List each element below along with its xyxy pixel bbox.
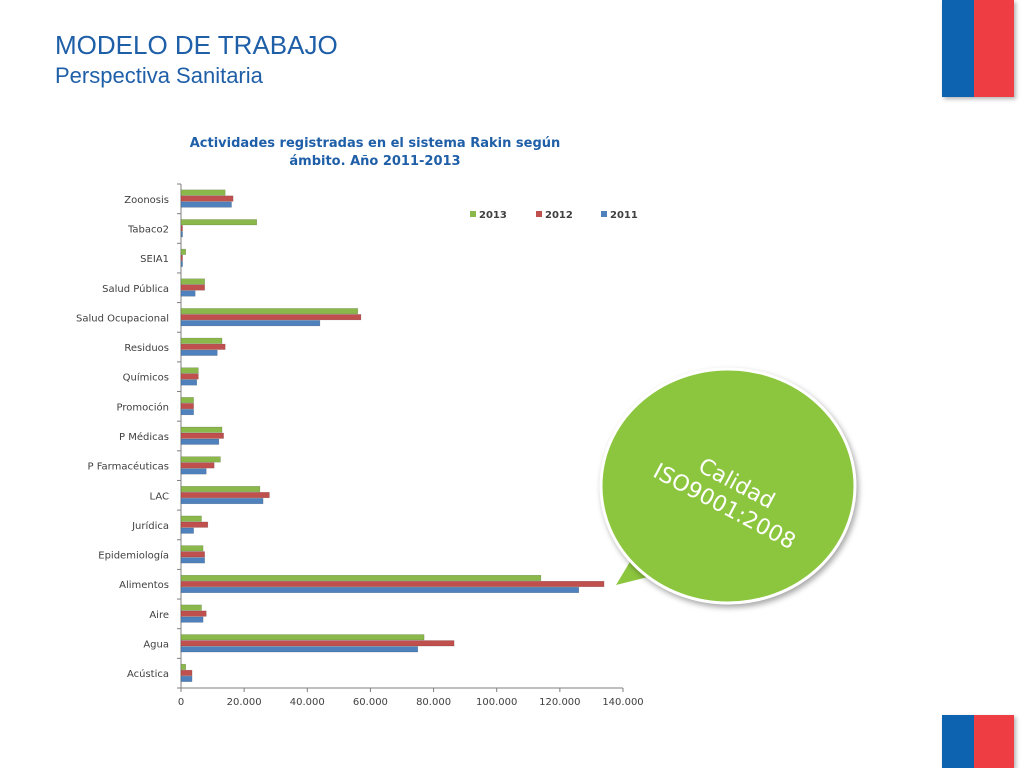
legend-swatch-2011 bbox=[601, 211, 607, 217]
bar-2011-5 bbox=[180, 320, 321, 327]
flag-blue-stripe bbox=[942, 0, 974, 97]
category-label-14: Alimentos bbox=[119, 580, 169, 591]
category-label-16: Agua bbox=[143, 640, 169, 651]
bar-2011-17 bbox=[180, 675, 193, 682]
category-label-12: Jurídica bbox=[131, 520, 169, 532]
bar-2012-5 bbox=[180, 314, 362, 321]
bar-2012-9 bbox=[180, 432, 224, 439]
callout-bubble bbox=[599, 367, 857, 605]
bar-2011-1 bbox=[180, 201, 232, 208]
bar-2012-1 bbox=[180, 195, 234, 202]
bar-2013-12 bbox=[180, 515, 202, 522]
category-label-4: Salud Pública bbox=[102, 283, 169, 295]
bar-2012-3 bbox=[180, 254, 183, 261]
category-label-8: Promoción bbox=[117, 401, 169, 413]
x-tick-label-5: 80.000 bbox=[416, 697, 451, 708]
x-tick-label-7: 120.000 bbox=[539, 697, 580, 708]
slide-subtitle: Perspectiva Sanitaria bbox=[55, 63, 263, 88]
bar-2013-7 bbox=[180, 367, 199, 374]
legend-label-2011: 2011 bbox=[610, 210, 638, 221]
flag-blue-stripe bbox=[942, 715, 974, 768]
bar-2011-2 bbox=[180, 231, 183, 238]
bar-2013-9 bbox=[180, 426, 223, 433]
bar-2011-16 bbox=[180, 646, 419, 653]
bar-2013-16 bbox=[180, 634, 425, 641]
bar-2013-3 bbox=[180, 248, 186, 255]
x-tick-label-3: 40.000 bbox=[290, 697, 325, 708]
bar-2011-13 bbox=[180, 557, 205, 564]
category-label-5: Salud Ocupacional bbox=[76, 313, 169, 324]
chart-title: Actividades registradas en el sistema Ra… bbox=[140, 135, 610, 171]
bar-2011-15 bbox=[180, 616, 204, 623]
category-label-10: P Farmacéuticas bbox=[88, 461, 170, 473]
bar-2013-4 bbox=[180, 278, 205, 285]
bar-2012-17 bbox=[180, 669, 193, 676]
bar-2012-16 bbox=[180, 640, 455, 647]
category-label-15: Aire bbox=[149, 610, 169, 621]
bar-2011-7 bbox=[180, 379, 198, 386]
bar-2013-1 bbox=[180, 189, 226, 196]
bar-2011-11 bbox=[180, 498, 264, 505]
bar-2012-14 bbox=[180, 580, 605, 587]
bar-2012-12 bbox=[180, 521, 209, 528]
category-label-9: P Médicas bbox=[119, 431, 169, 443]
x-tick-label-2: 20.000 bbox=[227, 697, 262, 708]
chart-title-line-1: Actividades registradas en el sistema Ra… bbox=[189, 136, 561, 151]
category-label-17: Acústica bbox=[127, 668, 169, 680]
bar-2012-13 bbox=[180, 551, 205, 558]
bar-2012-6 bbox=[180, 343, 226, 350]
bar-2012-4 bbox=[180, 284, 205, 291]
bar-2011-3 bbox=[180, 260, 183, 267]
legend-swatch-2013 bbox=[470, 211, 476, 217]
bar-2012-15 bbox=[180, 610, 207, 617]
legend-swatch-2012 bbox=[536, 211, 542, 217]
legend-label-2013: 2013 bbox=[479, 210, 507, 221]
bar-2011-4 bbox=[180, 290, 196, 297]
bar-2012-2 bbox=[180, 225, 183, 232]
bar-2012-10 bbox=[180, 462, 215, 469]
category-label-13: Epidemiología bbox=[98, 550, 169, 562]
legend-label-2012: 2012 bbox=[545, 210, 573, 221]
x-tick-label-4: 60.000 bbox=[353, 697, 388, 708]
bar-2013-5 bbox=[180, 308, 359, 315]
flag-red-stripe bbox=[974, 715, 1014, 768]
category-label-2: Tabaco2 bbox=[127, 224, 169, 235]
bar-2013-17 bbox=[180, 663, 186, 670]
bar-2013-14 bbox=[180, 574, 542, 581]
x-tick-label-1: 0 bbox=[178, 697, 184, 708]
x-tick-label-8: 140.000 bbox=[602, 697, 643, 708]
bar-2013-11 bbox=[180, 486, 261, 493]
bar-2013-15 bbox=[180, 604, 202, 611]
bar-2011-8 bbox=[180, 409, 194, 416]
category-label-1: Zoonosis bbox=[124, 195, 169, 206]
bar-2012-7 bbox=[180, 373, 199, 380]
bar-2011-14 bbox=[180, 586, 580, 593]
bar-2013-10 bbox=[180, 456, 221, 463]
slide-title: MODELO DE TRABAJO bbox=[55, 30, 338, 60]
bar-2013-8 bbox=[180, 397, 194, 404]
x-tick-label-6: 100.000 bbox=[476, 697, 517, 708]
bar-2011-12 bbox=[180, 527, 194, 534]
category-label-7: Químicos bbox=[123, 372, 169, 384]
bar-2013-6 bbox=[180, 337, 223, 344]
bar-2011-6 bbox=[180, 349, 218, 356]
flag-decoration-top bbox=[942, 0, 1014, 97]
bar-2012-11 bbox=[180, 492, 270, 499]
chart-title-line-2: ámbito. Año 2011-2013 bbox=[289, 154, 461, 169]
category-label-11: LAC bbox=[150, 491, 169, 502]
flag-red-stripe bbox=[974, 0, 1014, 97]
bar-2011-9 bbox=[180, 438, 220, 445]
bar-2012-8 bbox=[180, 403, 194, 410]
bar-2013-2 bbox=[180, 219, 258, 226]
bar-2013-13 bbox=[180, 545, 204, 552]
flag-decoration-bottom bbox=[942, 715, 1014, 768]
bar-2011-10 bbox=[180, 468, 207, 475]
category-label-6: Residuos bbox=[124, 343, 169, 354]
category-label-3: SEIA1 bbox=[140, 254, 169, 265]
